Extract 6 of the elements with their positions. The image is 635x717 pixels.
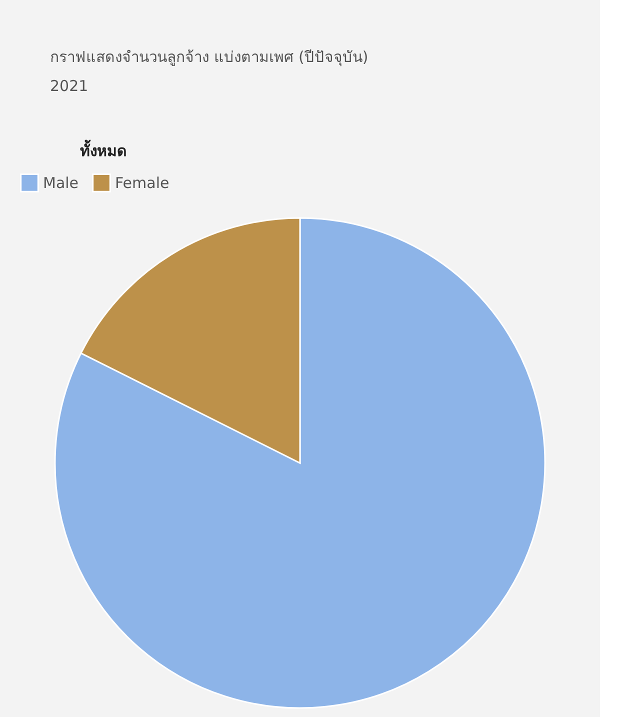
legend-label: Male — [43, 174, 79, 192]
chart-subtitle: 2021 — [50, 77, 88, 95]
text: ทั้งหมด — [80, 139, 127, 160]
pie-slice — [54, 217, 546, 709]
chart-title: กราฟแสดงจำนวนลูกจ้าง แบ่งตามเพศ (ปีปัจจุบัน) — [50, 48, 368, 67]
legend-label: Female — [115, 174, 170, 192]
